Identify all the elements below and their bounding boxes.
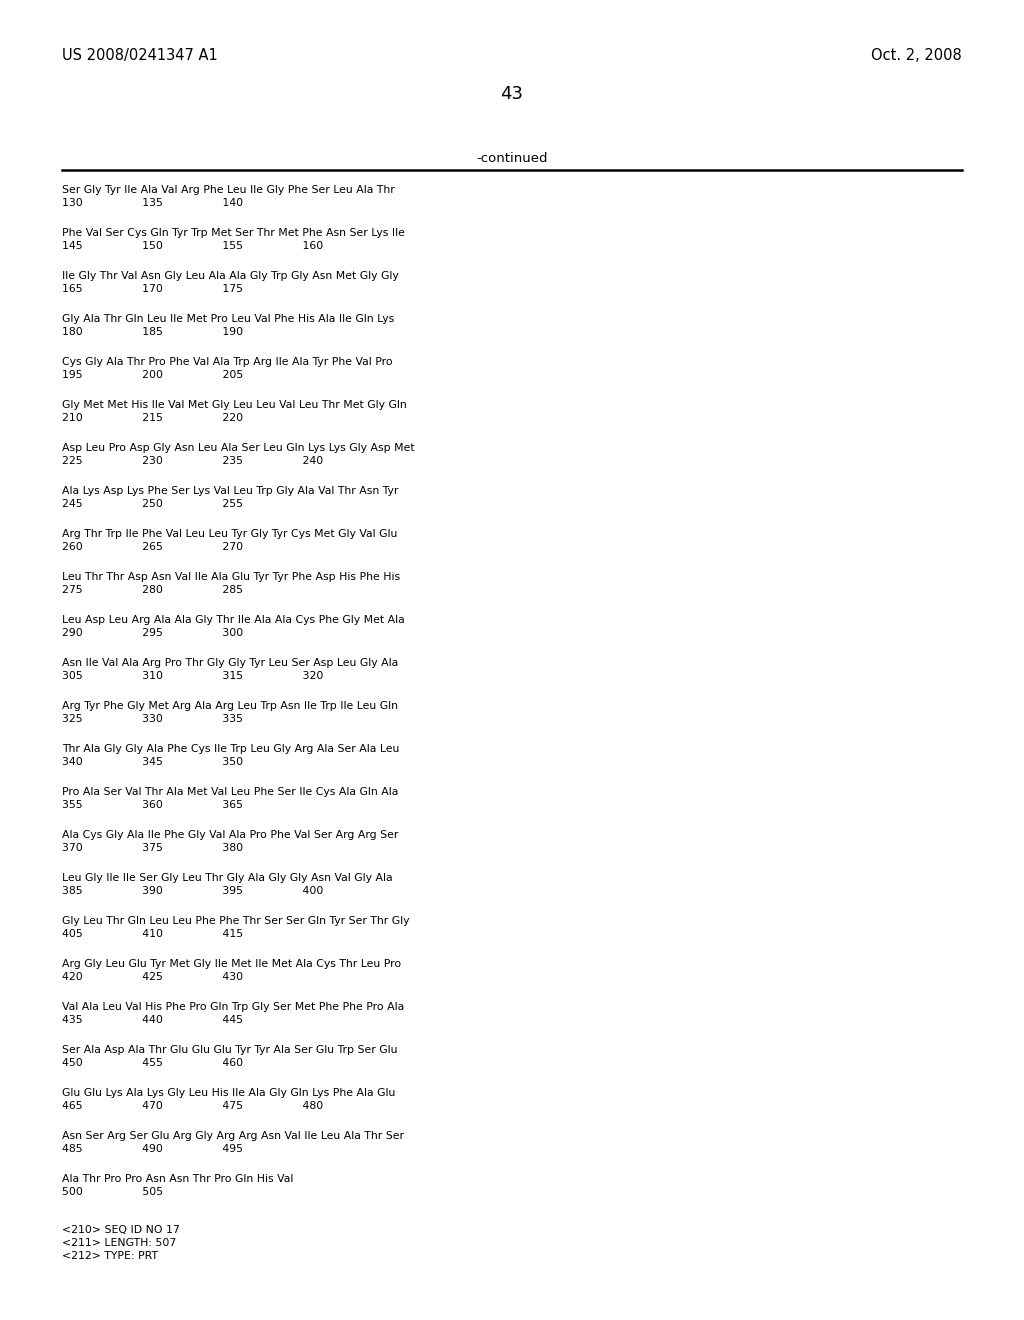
- Text: 225                 230                 235                 240: 225 230 235 240: [62, 455, 324, 466]
- Text: <210> SEQ ID NO 17: <210> SEQ ID NO 17: [62, 1225, 180, 1236]
- Text: 130                 135                 140: 130 135 140: [62, 198, 243, 209]
- Text: 260                 265                 270: 260 265 270: [62, 543, 243, 552]
- Text: 435                 440                 445: 435 440 445: [62, 1015, 243, 1026]
- Text: 145                 150                 155                 160: 145 150 155 160: [62, 242, 324, 251]
- Text: Leu Thr Thr Asp Asn Val Ile Ala Glu Tyr Tyr Phe Asp His Phe His: Leu Thr Thr Asp Asn Val Ile Ala Glu Tyr …: [62, 572, 400, 582]
- Text: Cys Gly Ala Thr Pro Phe Val Ala Trp Arg Ile Ala Tyr Phe Val Pro: Cys Gly Ala Thr Pro Phe Val Ala Trp Arg …: [62, 356, 392, 367]
- Text: Phe Val Ser Cys Gln Tyr Trp Met Ser Thr Met Phe Asn Ser Lys Ile: Phe Val Ser Cys Gln Tyr Trp Met Ser Thr …: [62, 228, 404, 238]
- Text: Ser Gly Tyr Ile Ala Val Arg Phe Leu Ile Gly Phe Ser Leu Ala Thr: Ser Gly Tyr Ile Ala Val Arg Phe Leu Ile …: [62, 185, 394, 195]
- Text: Asn Ile Val Ala Arg Pro Thr Gly Gly Tyr Leu Ser Asp Leu Gly Ala: Asn Ile Val Ala Arg Pro Thr Gly Gly Tyr …: [62, 657, 398, 668]
- Text: 180                 185                 190: 180 185 190: [62, 327, 243, 337]
- Text: Arg Gly Leu Glu Tyr Met Gly Ile Met Ile Met Ala Cys Thr Leu Pro: Arg Gly Leu Glu Tyr Met Gly Ile Met Ile …: [62, 960, 401, 969]
- Text: Arg Tyr Phe Gly Met Arg Ala Arg Leu Trp Asn Ile Trp Ile Leu Gln: Arg Tyr Phe Gly Met Arg Ala Arg Leu Trp …: [62, 701, 398, 711]
- Text: Ala Lys Asp Lys Phe Ser Lys Val Leu Trp Gly Ala Val Thr Asn Tyr: Ala Lys Asp Lys Phe Ser Lys Val Leu Trp …: [62, 486, 398, 496]
- Text: 340                 345                 350: 340 345 350: [62, 756, 243, 767]
- Text: 195                 200                 205: 195 200 205: [62, 370, 244, 380]
- Text: -continued: -continued: [476, 152, 548, 165]
- Text: Leu Asp Leu Arg Ala Ala Gly Thr Ile Ala Ala Cys Phe Gly Met Ala: Leu Asp Leu Arg Ala Ala Gly Thr Ile Ala …: [62, 615, 404, 624]
- Text: <212> TYPE: PRT: <212> TYPE: PRT: [62, 1251, 158, 1261]
- Text: 355                 360                 365: 355 360 365: [62, 800, 243, 810]
- Text: Arg Thr Trp Ile Phe Val Leu Leu Tyr Gly Tyr Cys Met Gly Val Glu: Arg Thr Trp Ile Phe Val Leu Leu Tyr Gly …: [62, 529, 397, 539]
- Text: Thr Ala Gly Gly Ala Phe Cys Ile Trp Leu Gly Arg Ala Ser Ala Leu: Thr Ala Gly Gly Ala Phe Cys Ile Trp Leu …: [62, 744, 399, 754]
- Text: Gly Met Met His Ile Val Met Gly Leu Leu Val Leu Thr Met Gly Gln: Gly Met Met His Ile Val Met Gly Leu Leu …: [62, 400, 407, 411]
- Text: 405                 410                 415: 405 410 415: [62, 929, 243, 939]
- Text: Ala Cys Gly Ala Ile Phe Gly Val Ala Pro Phe Val Ser Arg Arg Ser: Ala Cys Gly Ala Ile Phe Gly Val Ala Pro …: [62, 830, 398, 840]
- Text: Leu Gly Ile Ile Ser Gly Leu Thr Gly Ala Gly Gly Asn Val Gly Ala: Leu Gly Ile Ile Ser Gly Leu Thr Gly Ala …: [62, 873, 392, 883]
- Text: Oct. 2, 2008: Oct. 2, 2008: [871, 48, 962, 63]
- Text: 290                 295                 300: 290 295 300: [62, 628, 244, 638]
- Text: 450                 455                 460: 450 455 460: [62, 1059, 243, 1068]
- Text: Asn Ser Arg Ser Glu Arg Gly Arg Arg Asn Val Ile Leu Ala Thr Ser: Asn Ser Arg Ser Glu Arg Gly Arg Arg Asn …: [62, 1131, 404, 1140]
- Text: 210                 215                 220: 210 215 220: [62, 413, 243, 422]
- Text: 420                 425                 430: 420 425 430: [62, 972, 243, 982]
- Text: US 2008/0241347 A1: US 2008/0241347 A1: [62, 48, 218, 63]
- Text: Gly Ala Thr Gln Leu Ile Met Pro Leu Val Phe His Ala Ile Gln Lys: Gly Ala Thr Gln Leu Ile Met Pro Leu Val …: [62, 314, 394, 323]
- Text: Glu Glu Lys Ala Lys Gly Leu His Ile Ala Gly Gln Lys Phe Ala Glu: Glu Glu Lys Ala Lys Gly Leu His Ile Ala …: [62, 1088, 395, 1098]
- Text: 275                 280                 285: 275 280 285: [62, 585, 243, 595]
- Text: 370                 375                 380: 370 375 380: [62, 843, 243, 853]
- Text: Pro Ala Ser Val Thr Ala Met Val Leu Phe Ser Ile Cys Ala Gln Ala: Pro Ala Ser Val Thr Ala Met Val Leu Phe …: [62, 787, 398, 797]
- Text: 485                 490                 495: 485 490 495: [62, 1144, 243, 1154]
- Text: 305                 310                 315                 320: 305 310 315 320: [62, 671, 324, 681]
- Text: 43: 43: [501, 84, 523, 103]
- Text: 325                 330                 335: 325 330 335: [62, 714, 243, 723]
- Text: Ser Ala Asp Ala Thr Glu Glu Glu Tyr Tyr Ala Ser Glu Trp Ser Glu: Ser Ala Asp Ala Thr Glu Glu Glu Tyr Tyr …: [62, 1045, 397, 1055]
- Text: 165                 170                 175: 165 170 175: [62, 284, 243, 294]
- Text: 465                 470                 475                 480: 465 470 475 480: [62, 1101, 324, 1111]
- Text: Ala Thr Pro Pro Asn Asn Thr Pro Gln His Val: Ala Thr Pro Pro Asn Asn Thr Pro Gln His …: [62, 1173, 293, 1184]
- Text: Gly Leu Thr Gln Leu Leu Phe Phe Thr Ser Ser Gln Tyr Ser Thr Gly: Gly Leu Thr Gln Leu Leu Phe Phe Thr Ser …: [62, 916, 410, 927]
- Text: Val Ala Leu Val His Phe Pro Gln Trp Gly Ser Met Phe Phe Pro Ala: Val Ala Leu Val His Phe Pro Gln Trp Gly …: [62, 1002, 404, 1012]
- Text: 500                 505: 500 505: [62, 1187, 163, 1197]
- Text: Asp Leu Pro Asp Gly Asn Leu Ala Ser Leu Gln Lys Lys Gly Asp Met: Asp Leu Pro Asp Gly Asn Leu Ala Ser Leu …: [62, 444, 415, 453]
- Text: 385                 390                 395                 400: 385 390 395 400: [62, 886, 324, 896]
- Text: 245                 250                 255: 245 250 255: [62, 499, 243, 510]
- Text: <211> LENGTH: 507: <211> LENGTH: 507: [62, 1238, 176, 1247]
- Text: Ile Gly Thr Val Asn Gly Leu Ala Ala Gly Trp Gly Asn Met Gly Gly: Ile Gly Thr Val Asn Gly Leu Ala Ala Gly …: [62, 271, 398, 281]
